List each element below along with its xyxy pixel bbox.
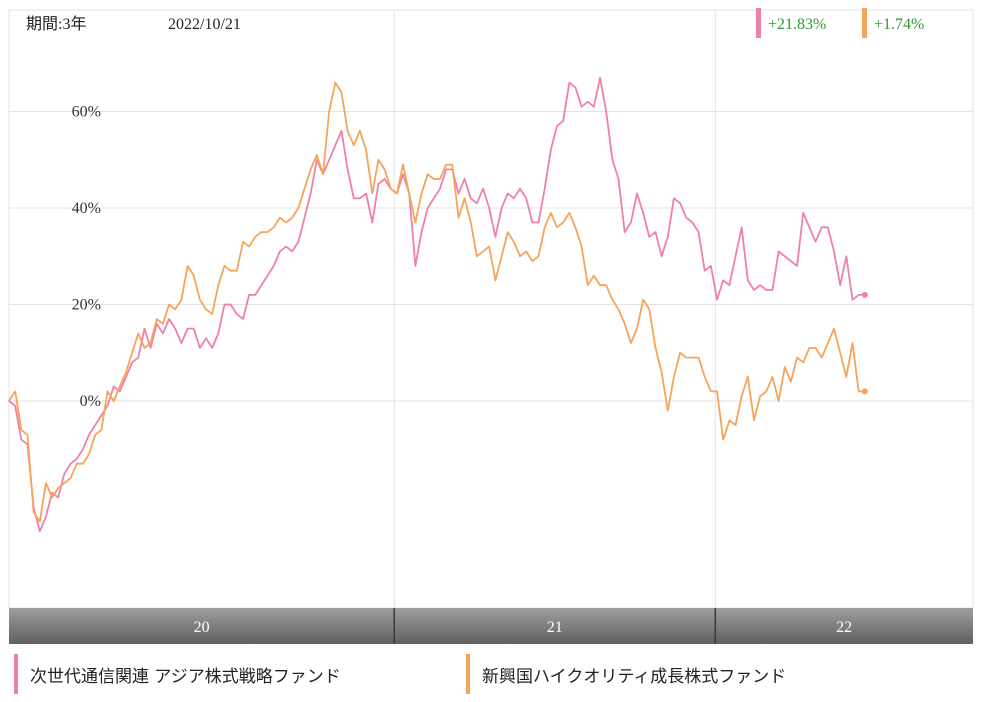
y-tick-label: 60%: [72, 104, 101, 121]
legend-label-2: 新興国ハイクオリティ成長株式ファンド: [482, 666, 787, 687]
y-tick-label: 20%: [72, 297, 101, 314]
x-tick-label: 21: [547, 619, 563, 636]
return-marker-1: [756, 8, 761, 38]
return-value-2: +1.74%: [874, 16, 924, 33]
legend-item-2: 新興国ハイクオリティ成長株式ファンド: [466, 652, 786, 696]
y-tick-label: 40%: [72, 200, 101, 217]
y-tick-label: 0%: [80, 393, 101, 410]
series-line-2: [8, 81, 866, 523]
series-line-1: [8, 76, 866, 533]
legend-swatch-1: [14, 654, 18, 694]
return-marker-2: [862, 8, 867, 38]
series-lines: [8, 76, 868, 533]
legend-swatch-2: [466, 654, 470, 694]
y-axis-labels: 0% 20% 40% 60%: [72, 104, 101, 411]
return-value-1: +21.83%: [768, 16, 826, 33]
line-chart: 0% 20% 40% 60% 20 21 22 期間:3年 2022/10/21 +21.…: [8, 8, 974, 644]
x-axis-labels: 20 21 22: [194, 608, 852, 644]
series-end-marker-2: [861, 388, 868, 395]
legend-label-1: 次世代通信関連 アジア株式戦略ファンド: [30, 666, 341, 687]
x-tick-label: 20: [194, 619, 210, 636]
x-axis-band: [9, 608, 973, 644]
legend-item-1: 次世代通信関連 アジア株式戦略ファンド: [14, 652, 341, 696]
series-end-marker-1: [861, 291, 868, 298]
period-label: 期間:3年: [26, 15, 86, 33]
x-tick-label: 22: [836, 619, 852, 636]
date-label: 2022/10/21: [168, 16, 241, 33]
